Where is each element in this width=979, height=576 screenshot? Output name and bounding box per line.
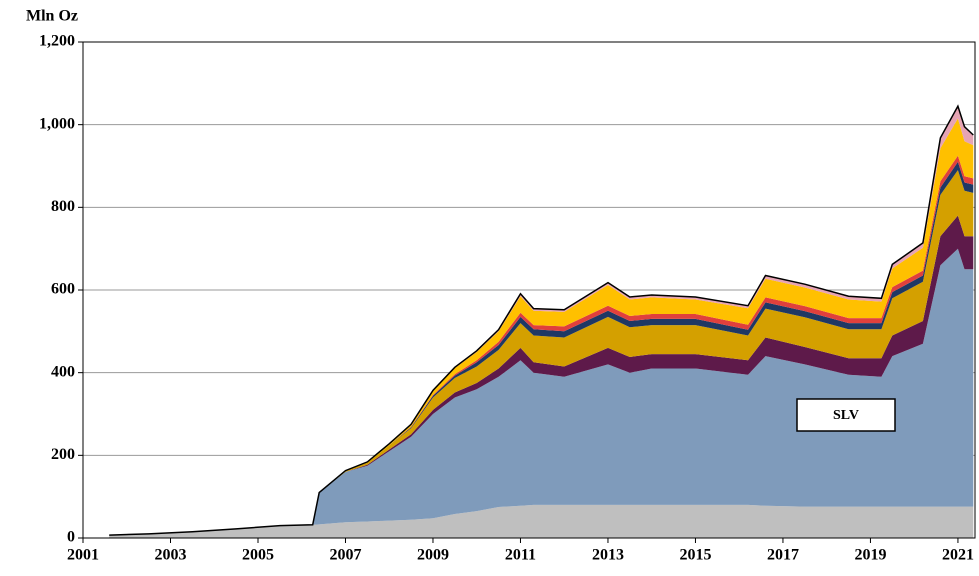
annotation-box [796, 398, 896, 432]
x-tick-label: 2001 [67, 547, 99, 564]
x-tick-label: 2011 [505, 547, 536, 564]
x-tick-label: 2015 [679, 547, 711, 564]
x-tick-label: 2003 [154, 547, 186, 564]
area [109, 248, 974, 536]
x-tick-label: 2021 [942, 547, 974, 564]
x-tick-label: 2013 [592, 547, 624, 564]
y-tick-label: 1,200 [39, 33, 75, 50]
y-tick-label: 0 [67, 529, 75, 546]
area [109, 504, 974, 538]
x-tick-label: 2017 [767, 547, 799, 564]
x-tick-label: 2007 [329, 547, 361, 564]
plot-frame [82, 41, 976, 539]
x-tick-label: 2005 [242, 547, 274, 564]
y-tick-label: 1,000 [39, 115, 75, 132]
total-outline [109, 104, 974, 536]
annotation: SLV [796, 398, 896, 432]
y-tick-label: 800 [51, 198, 75, 215]
y-tick-label: 400 [51, 363, 75, 380]
y-axis-label: Mln Oz [26, 8, 78, 25]
y-tick-label: 600 [51, 281, 75, 298]
x-tick-label: 2009 [417, 547, 449, 564]
x-tick-label: 2019 [854, 547, 886, 564]
annotation-label: SLV [833, 408, 859, 423]
area [109, 170, 974, 536]
y-tick-label: 200 [51, 446, 75, 463]
